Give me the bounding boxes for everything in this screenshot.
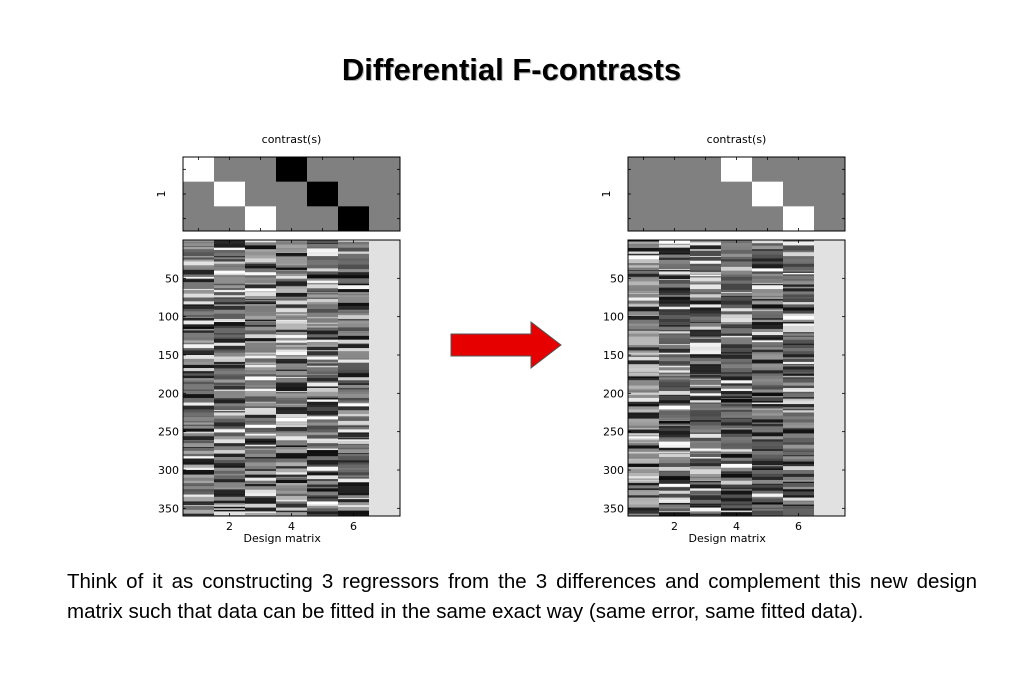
design-matrix-panel-new: contrast(s) 1 50 100 150 200 250 300 350 2 4 6 Desig… <box>580 125 880 555</box>
design-ytick-label: 150 <box>158 349 179 362</box>
contrast-cell <box>659 206 691 232</box>
contrast-cell <box>721 206 753 232</box>
contrast-cell <box>214 181 246 207</box>
design-matrix-panel-original: contrast(s) 1 50 100 150 200 250 300 350 2 4 6 Desig… <box>135 125 435 555</box>
design-ytick-label: 200 <box>603 387 624 400</box>
slide-title: Differential F-contrasts <box>341 52 682 87</box>
contrast-cell <box>338 181 370 207</box>
contrast-cell <box>276 206 308 232</box>
contrast-cell <box>307 181 339 207</box>
design-matrix-image <box>628 240 846 517</box>
contrast-cell <box>183 206 215 232</box>
contrast-cell <box>628 181 660 207</box>
contrast-cell <box>721 181 753 207</box>
contrast-cell <box>752 157 784 183</box>
contrast-cell <box>783 157 815 183</box>
contrast-label: contrast(s) <box>262 133 322 146</box>
design-ytick-label: 100 <box>603 311 624 324</box>
design-matrix-xlabel: Design matrix <box>689 532 767 545</box>
contrast-cell <box>183 157 215 183</box>
contrast-cell <box>752 206 784 232</box>
contrast-cell <box>307 206 339 232</box>
design-ytick-label: 250 <box>603 426 624 439</box>
design-ytick-label: 50 <box>610 272 624 285</box>
design-ytick-label: 150 <box>603 349 624 362</box>
contrast-cell <box>628 157 660 183</box>
contrast-cell <box>338 157 370 183</box>
slide-caption: Think of it as constructing 3 regressors… <box>67 570 977 623</box>
design-ytick-label: 350 <box>603 502 624 515</box>
contrast-cell <box>338 206 370 232</box>
design-ytick-label: 50 <box>165 272 179 285</box>
design-xtick-label: 2 <box>671 520 678 533</box>
contrast-cell <box>245 206 277 232</box>
design-xtick-label: 6 <box>350 520 357 533</box>
contrast-cell <box>783 206 815 232</box>
constant-regressor <box>814 240 846 516</box>
contrast-cell <box>307 157 339 183</box>
contrast-cell <box>369 181 401 207</box>
contrast-cell <box>245 181 277 207</box>
contrast-cell <box>690 181 722 207</box>
design-xtick-label: 6 <box>795 520 802 533</box>
contrast-cell <box>245 157 277 183</box>
constant-regressor <box>369 240 401 516</box>
contrast-cell <box>276 181 308 207</box>
right-arrow-icon <box>449 320 565 375</box>
contrast-cell <box>628 206 660 232</box>
contrast-cell <box>183 181 215 207</box>
contrast-label: contrast(s) <box>707 133 767 146</box>
contrast-cell <box>814 157 846 183</box>
contrast-cell <box>814 181 846 207</box>
contrast-cell <box>721 157 753 183</box>
design-ytick-label: 250 <box>158 426 179 439</box>
contrast-cell <box>752 181 784 207</box>
contrast-cell <box>214 206 246 232</box>
design-ytick-label: 300 <box>158 464 179 477</box>
contrast-cell <box>690 206 722 232</box>
contrast-cell <box>659 181 691 207</box>
design-xtick-label: 2 <box>226 520 233 533</box>
design-ytick-label: 100 <box>158 311 179 324</box>
design-matrix-image <box>183 240 401 517</box>
contrast-cell <box>814 206 846 232</box>
design-ytick-label: 300 <box>603 464 624 477</box>
design-ytick-label: 200 <box>158 387 179 400</box>
contrast-cell <box>369 206 401 232</box>
contrast-cell <box>783 181 815 207</box>
design-matrix-xlabel: Design matrix <box>244 532 322 545</box>
design-xtick-label: 4 <box>288 520 295 533</box>
contrast-cell <box>659 157 691 183</box>
contrast-cell <box>369 157 401 183</box>
contrast-cell <box>214 157 246 183</box>
contrast-ytick: 1 <box>600 191 613 198</box>
contrast-cell <box>690 157 722 183</box>
design-xtick-label: 4 <box>733 520 740 533</box>
contrast-ytick: 1 <box>155 191 168 198</box>
contrast-cell <box>276 157 308 183</box>
design-ytick-label: 350 <box>158 502 179 515</box>
